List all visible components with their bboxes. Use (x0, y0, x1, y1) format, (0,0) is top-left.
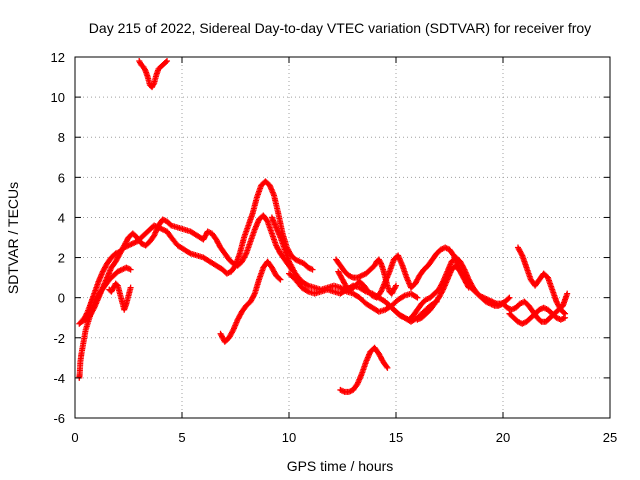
series-arc-m (414, 262, 472, 323)
data-point (460, 265, 467, 272)
data-point (465, 284, 472, 291)
series-arc-p (506, 304, 569, 327)
y-tick-label: 8 (58, 130, 65, 145)
y-tick-label: -4 (53, 371, 65, 386)
data-point (251, 291, 258, 298)
data-point (164, 58, 171, 65)
y-tick-label: -6 (53, 411, 65, 426)
series-arc-j (335, 244, 513, 307)
series-arc-c (76, 264, 134, 381)
data-point (186, 249, 193, 256)
data-point (392, 283, 399, 290)
x-tick-label: 5 (178, 430, 185, 445)
data-point (413, 293, 420, 300)
data-point (242, 251, 249, 258)
plot-frame (74, 56, 611, 419)
data-point (560, 309, 567, 316)
y-axis-label: SDTVAR / TECUs (5, 182, 21, 294)
x-tick-label: 25 (603, 430, 617, 445)
series-arc-b (78, 212, 297, 325)
data-point (414, 294, 421, 301)
series-arc-e (136, 58, 171, 91)
y-tick-label: 6 (58, 170, 65, 185)
data-point (400, 293, 407, 300)
data-point (384, 364, 391, 371)
data-point (505, 295, 512, 302)
y-tick-label: 0 (58, 291, 65, 306)
y-tick-label: 12 (51, 50, 65, 65)
data-point (162, 59, 169, 66)
y-tick-label: -2 (53, 331, 65, 346)
data-point (559, 316, 566, 323)
data-point (309, 266, 316, 273)
data-point (141, 66, 148, 73)
x-axis-label: GPS time / hours (287, 458, 394, 474)
data-point (560, 315, 567, 322)
data-point (277, 276, 284, 283)
x-tick-label: 15 (389, 430, 403, 445)
data-point (377, 259, 384, 266)
grid (75, 57, 610, 418)
chart-title: Day 215 of 2022, Sidereal Day-to-day VTE… (89, 20, 591, 36)
y-tick-label: 4 (58, 210, 65, 225)
y-tick-label: 10 (51, 90, 65, 105)
data-point (439, 287, 446, 294)
data-point (383, 363, 390, 370)
data-point (393, 282, 399, 289)
series-arc-o (514, 244, 569, 317)
x-tick-label: 20 (496, 430, 510, 445)
series-arc-g (268, 214, 421, 315)
series-arc-f (217, 258, 284, 345)
data-point (127, 284, 134, 291)
y-tick-label: 2 (58, 251, 65, 266)
data-point (126, 265, 133, 272)
axis-ticks: 0 5 10 15 20 25 -6 -4 -2 0 2 4 6 8 10 12 (51, 50, 618, 445)
data-point (124, 265, 131, 272)
data-point (562, 314, 569, 321)
data-point (303, 287, 310, 294)
data-point (465, 283, 472, 290)
data-point (338, 387, 345, 394)
data-point (340, 388, 347, 395)
x-tick-label: 10 (282, 430, 296, 445)
data-points (76, 58, 571, 395)
series-arc-k (337, 344, 391, 395)
data-point (229, 328, 236, 335)
x-tick-label: 0 (71, 430, 78, 445)
series-arc-l (384, 254, 506, 323)
data-point (150, 81, 157, 88)
series-arc-d (106, 280, 134, 313)
data-point (564, 290, 571, 297)
data-point (506, 294, 513, 301)
data-point (276, 275, 283, 282)
data-point (303, 281, 310, 288)
data-point (518, 251, 525, 258)
data-point (127, 266, 134, 273)
